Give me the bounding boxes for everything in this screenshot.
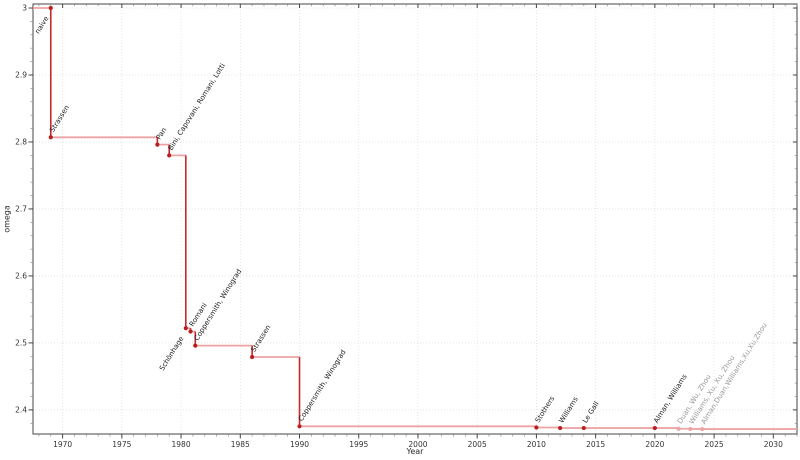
step-plateau-line [33,7,797,430]
point-label: Le Gall [581,400,600,425]
data-point [534,425,539,430]
x-tick-label: 1985 [231,440,250,449]
x-tick-label: 1995 [349,440,368,449]
x-tick-label: 2005 [468,440,487,449]
x-tick-label: 1980 [172,440,191,449]
data-point [688,426,693,432]
data-point [558,425,563,431]
plot-frame [32,3,798,435]
point-label: Strassen [48,104,71,134]
point-label: Alman,Duan,Williams,Xu,Xu,Zhou [700,322,769,426]
point-label: Pan [155,126,168,141]
x-tick-label: 1990 [290,440,309,449]
x-tick-label: 1970 [53,440,72,449]
data-point [676,426,681,431]
data-point [48,135,53,140]
x-tick-label: 2025 [705,440,724,449]
point-label: Coppersmith, Winograd [297,348,348,422]
y-tick-label: 2.8 [15,138,27,147]
data-point [48,5,53,11]
y-tick-label: 2.6 [15,272,27,281]
y-tick-label: 3 [22,4,27,13]
y-tick-label: 2.5 [15,339,27,348]
step-drop-line [49,8,538,428]
data-point [297,424,302,429]
point-label: Stothers [534,395,557,425]
x-axis-title: Year [406,447,424,456]
x-tick-label: 2010 [527,440,546,449]
data-point [155,142,160,147]
y-tick-label: 2.4 [15,405,27,414]
point-label: Bini, Capovani, Romani, Lotti [167,62,227,152]
x-tick-label: 2000 [408,440,427,449]
x-tick-label: 1975 [112,440,131,449]
y-tick-label: 2.7 [15,205,27,214]
y-axis-title: omega [2,205,12,233]
data-point [188,329,193,334]
y-tick-label: 2.9 [15,71,27,80]
data-point [652,425,657,431]
data-point [193,343,198,348]
data-point [183,326,188,331]
point-label: Schönhage [158,335,185,372]
data-point [700,426,705,432]
data-point [167,153,172,158]
point-label: naive [34,15,51,35]
x-tick-label: 2015 [586,440,605,449]
x-tick-label: 2020 [645,440,664,449]
point-label: Strassen [250,324,273,354]
data-point [250,354,255,360]
data-point [581,425,586,431]
x-tick-label: 2030 [764,440,783,449]
